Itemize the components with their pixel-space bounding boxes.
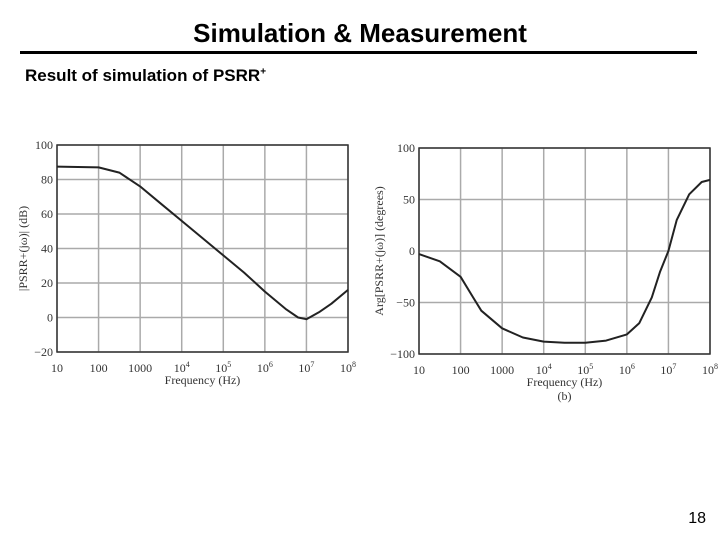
y-axis-label: |PSRR+(jω)| (dB) (16, 206, 30, 291)
y-tick-label: 0 (47, 311, 53, 325)
x-tick-label: 104 (174, 360, 190, 375)
x-tick-label: 104 (536, 362, 552, 377)
y-tick-label: 40 (41, 242, 53, 256)
x-tick-label: 105 (577, 362, 593, 377)
slide-subtitle: Result of simulation of PSRR+ (25, 66, 266, 86)
x-tick-exponent: 4 (186, 360, 190, 369)
subtitle-text: Result of simulation of PSRR+ (25, 66, 267, 85)
x-tick-exponent: 6 (269, 360, 273, 369)
y-tick-label: −20 (34, 345, 53, 359)
x-tick-exponent: 8 (352, 360, 356, 369)
x-tick-label: 107 (660, 362, 676, 377)
x-tick-label: 1000 (490, 363, 514, 377)
y-axis-label: Arg[PSRR+(jω)] (degrees) (372, 186, 386, 315)
x-tick-label: 108 (340, 360, 356, 375)
x-axis-label: Frequency (Hz) (165, 373, 241, 387)
title-divider (20, 51, 697, 54)
plot-frame (418, 147, 711, 355)
series-line-phase (418, 178, 711, 344)
y-tick-label: 60 (41, 207, 53, 221)
y-tick-label: 80 (41, 173, 53, 187)
x-tick-label: 108 (702, 362, 718, 377)
x-axis-label: Frequency (Hz) (527, 375, 603, 389)
x-tick-label: 106 (619, 362, 635, 377)
y-tick-label: −50 (396, 296, 415, 310)
x-tick-label: 105 (215, 360, 231, 375)
x-tick-label: 1000 (128, 361, 152, 375)
y-tick-label: 50 (403, 193, 415, 207)
x-tick-exponent: 5 (589, 362, 593, 371)
series-line-magnitude (56, 165, 349, 321)
x-tick-label: 10 (51, 361, 63, 375)
plot-frame (56, 144, 349, 353)
superscript: + (260, 66, 267, 78)
y-tick-label: −100 (390, 347, 415, 361)
slide-title: Simulation & Measurement (193, 18, 527, 48)
x-tick-exponent: 6 (631, 362, 635, 371)
chart-2: 10 100 1000 104 105 106 107 108 100 50 0 −50 −100 Fre… (372, 141, 718, 403)
x-tick-exponent: 4 (548, 362, 552, 371)
x-tick-label: 100 (452, 363, 470, 377)
x-tick-exponent: 7 (310, 360, 314, 369)
y-tick-label: 20 (41, 276, 53, 290)
x-tick-label: 100 (90, 361, 108, 375)
x-tick-label: 10 (413, 363, 425, 377)
x-tick-label: 106 (257, 360, 273, 375)
chart-1: 10 100 1000 104 105 106 107 108 100 80 60 40 20 0 −20 F… (16, 138, 356, 387)
x-tick-exponent: 8 (714, 362, 718, 371)
y-tick-label: 0 (409, 244, 415, 258)
x-tick-exponent: 5 (227, 360, 231, 369)
y-tick-label: 100 (397, 141, 415, 155)
chart-caption: (b) (558, 389, 572, 403)
y-tick-label: 100 (35, 138, 53, 152)
x-tick-exponent: 7 (672, 362, 676, 371)
x-tick-label: 107 (298, 360, 314, 375)
page-number: 18 (688, 510, 706, 527)
